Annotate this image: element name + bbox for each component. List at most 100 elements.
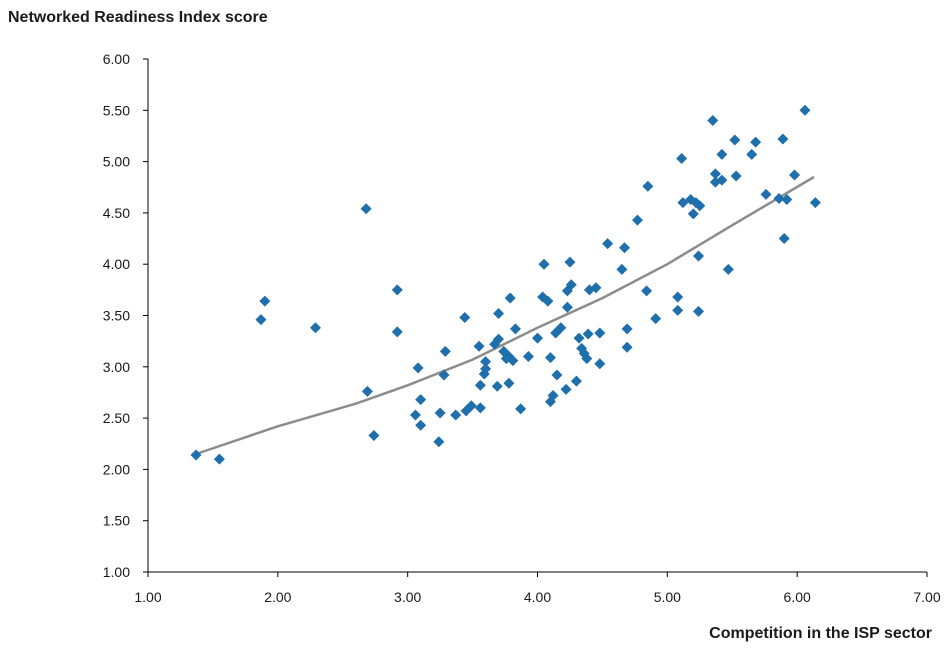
data-point <box>474 402 486 414</box>
data-point <box>694 200 706 212</box>
data-point <box>570 375 582 387</box>
x-tick-label: 1.00 <box>134 589 161 605</box>
data-point <box>491 380 503 392</box>
data-point <box>564 256 576 268</box>
data-point <box>538 258 550 270</box>
data-point <box>709 168 721 180</box>
data-point <box>809 197 821 209</box>
data-point <box>692 250 704 262</box>
x-tick-label: 7.00 <box>913 589 940 605</box>
data-point <box>259 295 271 307</box>
data-point <box>582 328 594 340</box>
data-point <box>789 169 801 181</box>
data-point <box>618 242 630 254</box>
data-point <box>493 333 505 345</box>
data-point <box>602 238 614 250</box>
data-point <box>547 390 559 402</box>
data-point <box>781 194 793 206</box>
x-tick-label: 4.00 <box>524 589 551 605</box>
data-point <box>309 322 321 334</box>
data-point <box>561 301 573 313</box>
data-point <box>465 400 477 412</box>
y-tick-label: 2.00 <box>103 461 130 477</box>
data-point <box>474 379 486 391</box>
data-point <box>360 203 372 215</box>
y-tick-label: 4.00 <box>103 256 130 272</box>
x-axis-title: Competition in the ISP sector <box>709 625 932 642</box>
data-point <box>799 104 811 116</box>
data-point <box>522 351 534 363</box>
data-point <box>555 322 567 334</box>
data-point <box>391 284 403 296</box>
data-point <box>594 358 606 370</box>
data-point <box>616 263 628 275</box>
data-point <box>480 356 492 368</box>
data-point <box>672 304 684 316</box>
data-point <box>560 383 572 395</box>
data-point <box>716 174 728 186</box>
data-point <box>687 208 699 220</box>
data-point <box>433 436 445 448</box>
data-point <box>760 188 772 200</box>
data-point <box>438 369 450 381</box>
data-point <box>190 449 202 461</box>
axes: 1.00 1.50 2.00 2.50 3.00 3.50 4.00 4.50 5.00 5.50… <box>103 51 941 605</box>
points-group <box>190 104 821 465</box>
data-point <box>503 377 515 389</box>
data-point <box>544 352 556 364</box>
data-point <box>507 355 519 367</box>
data-point <box>473 340 485 352</box>
data-point <box>368 430 380 442</box>
data-point <box>692 305 704 317</box>
y-tick-label: 2.50 <box>103 410 130 426</box>
data-point <box>594 327 606 339</box>
data-point <box>459 312 471 324</box>
data-point <box>672 291 684 303</box>
data-point <box>480 363 492 375</box>
data-point <box>676 153 688 165</box>
data-point <box>213 453 225 465</box>
y-axis-title: Networked Readiness Index score <box>8 9 268 26</box>
data-point <box>493 307 505 319</box>
data-point <box>746 148 758 160</box>
data-point <box>621 341 633 353</box>
y-tick-label: 6.00 <box>103 51 130 67</box>
data-point <box>415 419 427 431</box>
data-point <box>542 295 554 307</box>
data-point <box>532 332 543 344</box>
data-point <box>439 345 451 357</box>
data-point <box>565 279 577 291</box>
data-point <box>642 180 654 192</box>
y-tick-label: 1.00 <box>103 564 130 580</box>
data-point <box>730 170 742 182</box>
trendline <box>195 175 815 456</box>
data-point <box>255 314 267 326</box>
y-tick-label: 5.00 <box>103 154 130 170</box>
data-point <box>515 403 527 415</box>
trendline-group <box>195 175 815 456</box>
data-point <box>551 369 563 381</box>
data-point <box>722 263 734 275</box>
data-point <box>412 362 424 374</box>
data-point <box>773 193 785 205</box>
data-point <box>778 233 790 245</box>
data-point <box>434 407 446 419</box>
data-point <box>590 282 602 294</box>
x-tick-label: 6.00 <box>784 589 811 605</box>
data-point <box>361 385 373 397</box>
x-tick-label: 3.00 <box>394 589 421 605</box>
data-point <box>391 326 403 338</box>
y-tick-label: 3.50 <box>103 308 130 324</box>
data-point <box>450 409 462 421</box>
data-point <box>504 292 516 304</box>
data-point <box>716 148 728 160</box>
y-tick-label: 1.50 <box>103 513 130 529</box>
data-point <box>509 323 521 335</box>
y-tick-label: 4.50 <box>103 205 130 221</box>
data-point <box>581 353 593 365</box>
data-point <box>415 394 427 406</box>
data-point <box>621 323 633 335</box>
y-tick-label: 3.00 <box>103 359 130 375</box>
data-point <box>707 115 719 127</box>
